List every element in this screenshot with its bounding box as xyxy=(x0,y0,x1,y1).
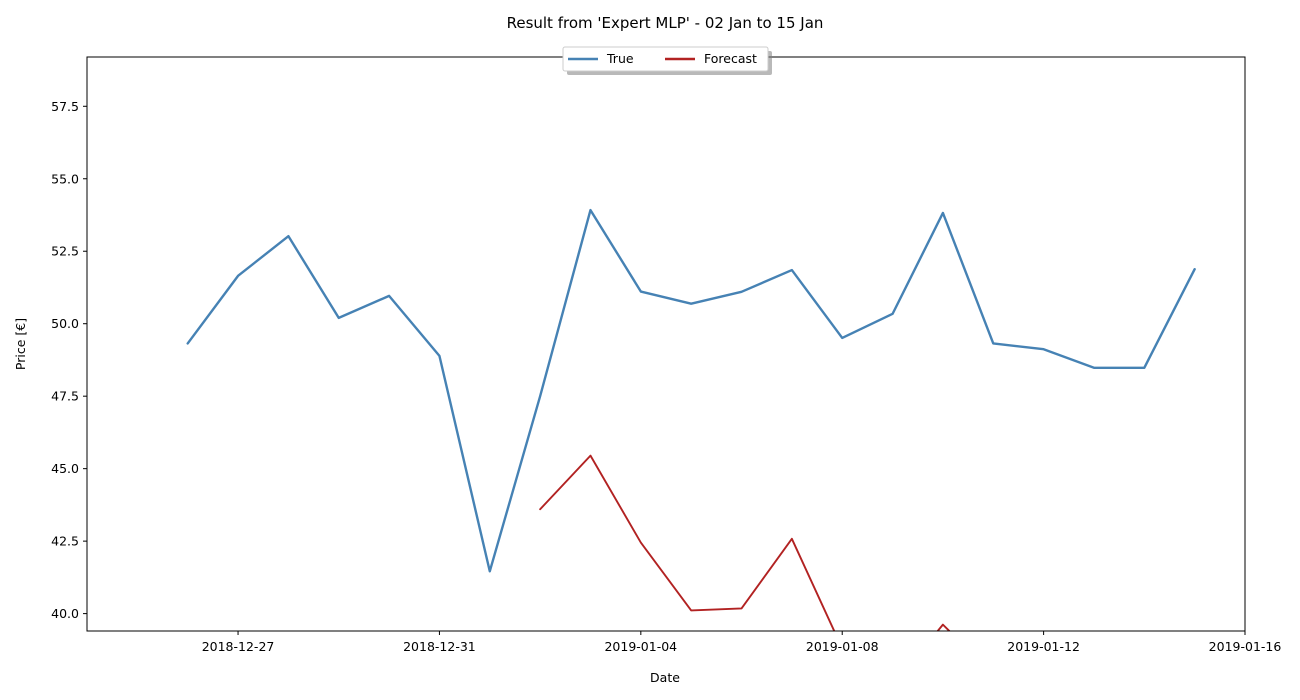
y-tick-label: 52.5 xyxy=(51,244,79,259)
x-tick-label: 2018-12-31 xyxy=(403,639,476,654)
y-tick-label: 42.5 xyxy=(51,534,79,549)
legend-label-forecast: Forecast xyxy=(704,51,757,66)
x-tick-label: 2019-01-08 xyxy=(806,639,879,654)
y-tick-label: 50.0 xyxy=(51,316,79,331)
y-tick-label: 40.0 xyxy=(51,606,79,621)
x-tick-label: 2019-01-16 xyxy=(1209,639,1282,654)
y-tick-label: 47.5 xyxy=(51,389,79,404)
y-tick-label: 55.0 xyxy=(51,171,79,186)
plot-frame xyxy=(86,56,1246,632)
y-axis-label: Price [€] xyxy=(13,318,28,370)
y-tick-label: 57.5 xyxy=(51,99,79,114)
x-tick-label: 2018-12-27 xyxy=(202,639,275,654)
x-axis: 2018-12-27 2018-12-31 2019-01-04 2019-01-08… xyxy=(202,631,1282,654)
x-tick-label: 2019-01-04 xyxy=(604,639,677,654)
y-tick-label: 45.0 xyxy=(51,461,79,476)
legend: True Forecast xyxy=(562,46,772,75)
x-axis-label: Date xyxy=(650,670,680,685)
legend-label-true: True xyxy=(606,51,634,66)
series-layer xyxy=(186,208,1196,631)
series-line-true xyxy=(186,208,1196,573)
x-tick-label: 2019-01-12 xyxy=(1007,639,1080,654)
chart-title: Result from 'Expert MLP' - 02 Jan to 15 … xyxy=(507,14,824,32)
series-line-forecast xyxy=(539,454,951,631)
y-axis: 40.0 42.5 45.0 47.5 50.0 52.5 55.0 57.5 xyxy=(51,99,87,621)
